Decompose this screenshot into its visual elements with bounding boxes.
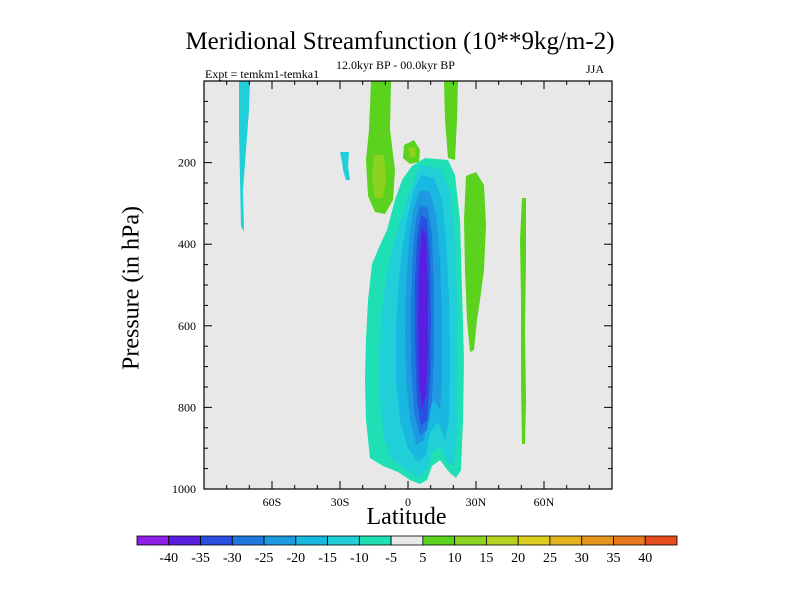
x-tick-label: 30N: [466, 495, 487, 509]
colorbar-swatch: [517, 535, 551, 546]
y-tick-label: 200: [178, 156, 196, 170]
colorbar-label: -15: [318, 551, 337, 566]
colorbar-swatch: [327, 535, 360, 546]
region-upper-positive-right: [444, 81, 458, 160]
region-sh-negative-strip: [239, 81, 250, 232]
y-tick-label: 400: [178, 237, 196, 251]
colorbar-label: 30: [575, 551, 589, 566]
colorbar-swatch: [613, 535, 646, 546]
y-tick-label: 600: [178, 319, 196, 333]
colorbar-swatch: [136, 535, 170, 546]
x-tick-label: 30S: [331, 495, 350, 509]
colorbar-label: -40: [159, 551, 178, 566]
colorbar-swatch: [200, 535, 233, 546]
colorbar-swatch: [295, 535, 328, 546]
colorbar-label: 40: [638, 551, 652, 566]
chart-subtitle: 12.0kyr BP - 00.0kyr BP: [336, 58, 455, 72]
colorbar-swatch: [581, 535, 614, 546]
colorbar-swatch: [263, 535, 297, 546]
colorbar-swatch: [231, 535, 265, 546]
colorbar-swatch: [644, 535, 678, 546]
x-tick-labels: 60S 30S 0 30N 60N: [263, 495, 555, 509]
colorbar-swatch: [549, 535, 583, 546]
colorbar-label: -30: [223, 551, 242, 566]
colorbar-swatch: [168, 535, 201, 546]
y-tick-label: 1000: [172, 482, 196, 496]
colorbar-label: -20: [286, 551, 305, 566]
region-upper-positive-inner: [372, 155, 386, 198]
colorbar: [136, 535, 678, 546]
x-axis-label: Latitude: [366, 504, 447, 530]
colorbar-swatch: [358, 535, 392, 546]
colorbar-label: 5: [419, 551, 426, 566]
region-upper-positive-small-inner: [408, 147, 416, 158]
colorbar-swatch: [422, 535, 456, 546]
contour-fills: [239, 81, 526, 484]
colorbar-label: 10: [448, 551, 462, 566]
colorbar-swatch: [486, 535, 519, 546]
colorbar-swatch: [454, 535, 487, 546]
region-sh-small-negative: [340, 152, 350, 180]
region-nh-positive-strip: [464, 172, 486, 352]
colorbar-label: 35: [606, 551, 620, 566]
chart-title: Meridional Streamfunction (10**9kg/m-2): [185, 28, 615, 55]
colorbar-label: 15: [479, 551, 493, 566]
x-tick-label: 0: [405, 495, 411, 509]
season-label: JJA: [586, 62, 605, 76]
colorbar-labels: -40 -35 -30 -25 -20 -15 -10 -5 5 10 15 20 25 30 35 40: [159, 551, 652, 566]
colorbar-label: -35: [191, 551, 210, 566]
colorbar-swatch: [390, 535, 424, 546]
colorbar-label: -5: [385, 551, 397, 566]
x-tick-label: 60N: [534, 495, 555, 509]
region-nh-high-lat-strip: [520, 198, 526, 444]
x-tick-label: 60S: [263, 495, 282, 509]
colorbar-label: -25: [255, 551, 274, 566]
experiment-label: Expt = temkm1-temka1: [205, 67, 320, 81]
y-tick-label: 800: [178, 400, 196, 414]
axis-ticks: [203, 81, 613, 490]
colorbar-label: 25: [543, 551, 557, 566]
colorbar-label: -10: [350, 551, 369, 566]
colorbar-label: 20: [511, 551, 525, 566]
region-main-negative-core: [418, 228, 428, 408]
y-tick-labels: 200 400 600 800 1000: [172, 156, 196, 496]
